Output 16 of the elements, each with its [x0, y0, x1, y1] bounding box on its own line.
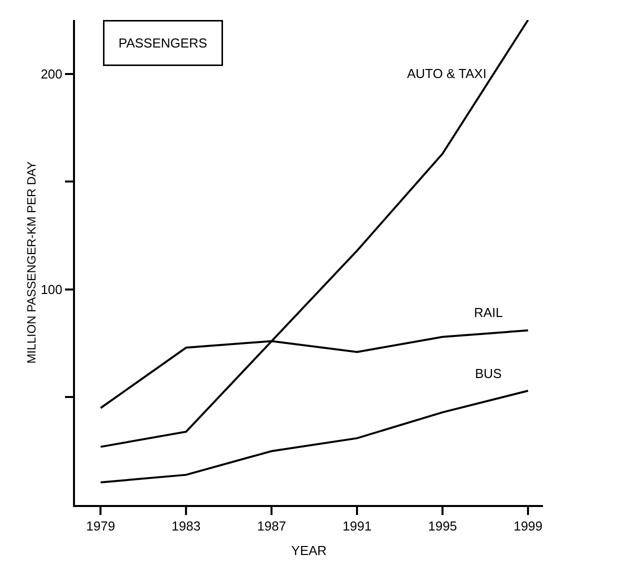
y-tick-label: 100: [40, 282, 62, 297]
x-tick-label: 1999: [514, 518, 542, 534]
x-tick-label: 1979: [86, 518, 116, 534]
line-series: [100, 390, 530, 484]
line-series: [100, 20, 530, 448]
x-tick-label: 1991: [342, 518, 372, 534]
series-label: BUS: [475, 366, 502, 381]
y-tick-label: 200: [40, 66, 62, 82]
series-label: AUTO & TAXI: [407, 66, 486, 81]
y-axis-title: MILLION PASSENGER-KM PER DAY: [24, 161, 39, 364]
x-axis-title: YEAR: [291, 543, 327, 558]
x-tick-label: 1987: [257, 518, 286, 534]
series-label: RAIL: [474, 305, 503, 320]
x-tick-label: 1995: [428, 518, 458, 534]
x-tick-label: 1983: [172, 518, 201, 534]
text: PASSENGERS: [118, 36, 208, 50]
